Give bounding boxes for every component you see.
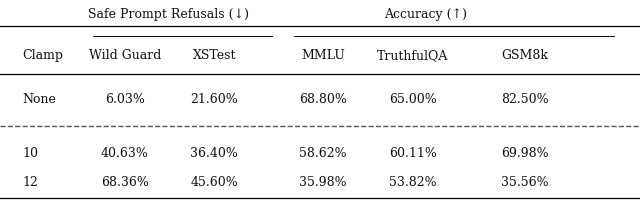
- Text: 53.82%: 53.82%: [389, 175, 436, 188]
- Text: 58.62%: 58.62%: [300, 146, 347, 159]
- Text: 68.80%: 68.80%: [300, 92, 347, 105]
- Text: 82.50%: 82.50%: [501, 92, 548, 105]
- Text: XSTest: XSTest: [193, 49, 236, 62]
- Text: Safe Prompt Refusals (↓): Safe Prompt Refusals (↓): [88, 8, 249, 21]
- Text: 35.98%: 35.98%: [300, 175, 347, 188]
- Text: 65.00%: 65.00%: [389, 92, 436, 105]
- Text: TruthfulQA: TruthfulQA: [377, 49, 449, 62]
- Text: GSM8k: GSM8k: [501, 49, 548, 62]
- Text: 35.56%: 35.56%: [501, 175, 548, 188]
- Text: 21.60%: 21.60%: [191, 92, 238, 105]
- Text: Accuracy (↑): Accuracy (↑): [384, 8, 467, 21]
- Text: None: None: [22, 92, 56, 105]
- Text: 6.03%: 6.03%: [105, 92, 145, 105]
- Text: 69.98%: 69.98%: [501, 146, 548, 159]
- Text: Wild Guard: Wild Guard: [88, 49, 161, 62]
- Text: 45.60%: 45.60%: [191, 175, 238, 188]
- Text: 40.63%: 40.63%: [101, 146, 148, 159]
- Text: 36.40%: 36.40%: [191, 146, 238, 159]
- Text: Clamp: Clamp: [22, 49, 63, 62]
- Text: 10: 10: [22, 146, 38, 159]
- Text: MMLU: MMLU: [301, 49, 345, 62]
- Text: 60.11%: 60.11%: [389, 146, 436, 159]
- Text: 12: 12: [22, 175, 38, 188]
- Text: 68.36%: 68.36%: [101, 175, 148, 188]
